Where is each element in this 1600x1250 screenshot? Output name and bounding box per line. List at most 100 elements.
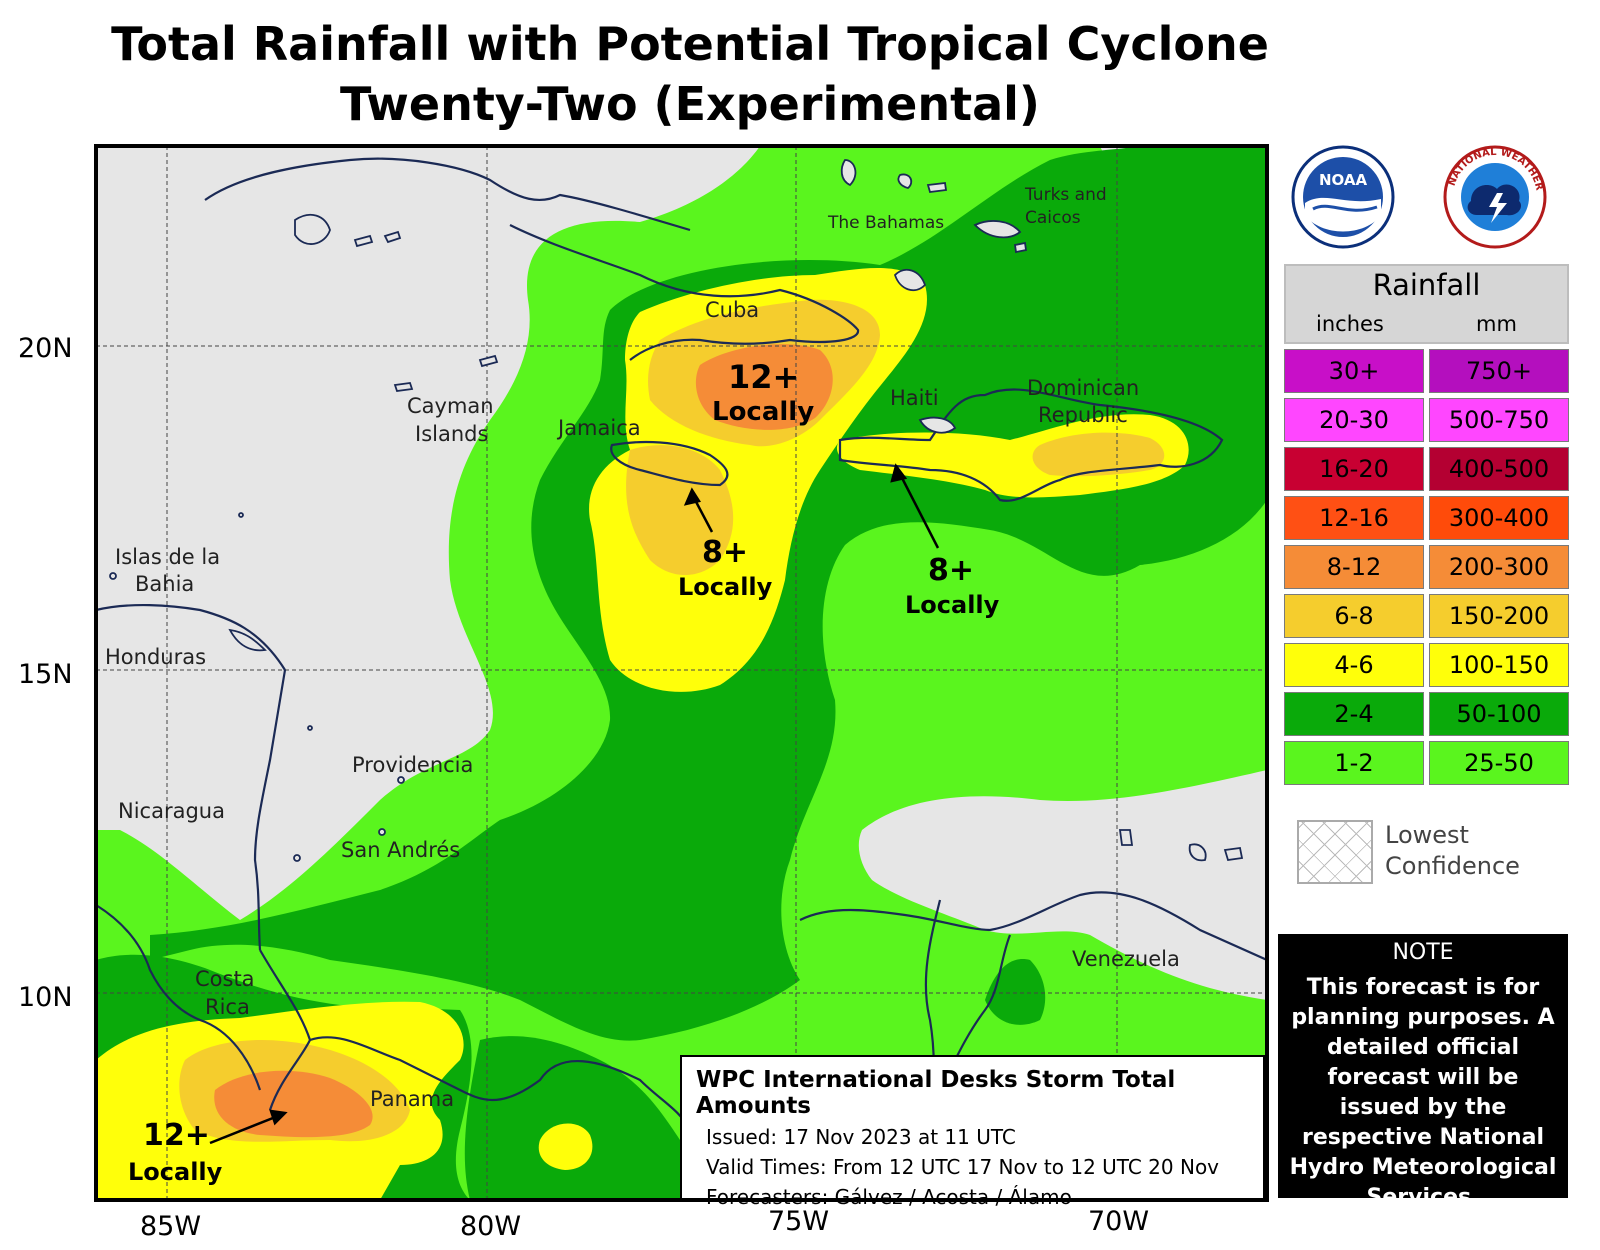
info-valid: Valid Times: From 12 UTC 17 Nov to 12 UT… bbox=[706, 1155, 1220, 1179]
label-san-andres: San Andrés bbox=[341, 838, 460, 862]
legend-inches-header: inches bbox=[1316, 312, 1384, 336]
map-title-line2: Twenty-Two (Experimental) bbox=[340, 77, 1040, 131]
label-jamaica: Jamaica bbox=[556, 416, 641, 440]
coast-pacific-south bbox=[96, 904, 262, 1091]
legend-inches-cell: 12-16 bbox=[1284, 496, 1424, 540]
lon-label-75w: 75W bbox=[768, 1206, 829, 1237]
legend-mm-cell: 750+ bbox=[1429, 349, 1569, 393]
rain-2-4-panama-east bbox=[464, 1036, 680, 1200]
legend-row: 2-4 50-100 bbox=[1284, 692, 1569, 736]
rainfall-legend: Rainfall inches mm 30+ 750+ 20-30 500-750 16… bbox=[1284, 264, 1569, 785]
rain-4-6-panama-spot bbox=[538, 1123, 593, 1170]
lat-label-20n: 20N bbox=[18, 333, 73, 364]
label-dominican-line2: Republic bbox=[1038, 403, 1128, 427]
coast-jamaica bbox=[610, 440, 729, 487]
legend-row: 6-8 150-200 bbox=[1284, 594, 1569, 638]
lon-label-85w: 85W bbox=[140, 1211, 201, 1242]
label-dominican-line1: Dominican bbox=[1027, 376, 1139, 400]
lon-label-80w: 80W bbox=[460, 1211, 521, 1242]
legend-row: 4-6 100-150 bbox=[1284, 643, 1569, 687]
legend-mm-cell: 50-100 bbox=[1429, 692, 1569, 736]
label-cayman-line2: Islands bbox=[415, 422, 488, 446]
legend-row: 8-12 200-300 bbox=[1284, 545, 1569, 589]
coast-gulf-north bbox=[204, 157, 691, 232]
coast-hispaniola bbox=[838, 388, 1224, 502]
coast-nicaragua bbox=[253, 669, 287, 951]
callout-cuba-amount: 12+ bbox=[728, 358, 799, 396]
legend-row: 20-30 500-750 bbox=[1284, 398, 1569, 442]
legend-inches-cell: 4-6 bbox=[1284, 643, 1424, 687]
lat-label-15n: 15N bbox=[18, 659, 73, 690]
callout-cuba-word: Locally bbox=[712, 397, 814, 427]
info-issued: Issued: 17 Nov 2023 at 11 UTC bbox=[706, 1125, 1016, 1149]
rain-8-12-costarica bbox=[214, 1070, 373, 1138]
legend-inches-cell: 30+ bbox=[1284, 349, 1424, 393]
map-frame bbox=[94, 144, 1269, 1202]
legend-row: 16-20 400-500 bbox=[1284, 447, 1569, 491]
callout-costarica-word: Locally bbox=[128, 1158, 223, 1186]
arrow-haiti-head bbox=[890, 463, 908, 483]
note-title: NOTE bbox=[1392, 940, 1454, 965]
map-title-line1: Total Rainfall with Potential Tropical C… bbox=[111, 17, 1269, 71]
label-islas-line1: Islas de la bbox=[115, 545, 220, 569]
noaa-logo-text: NOAA bbox=[1319, 171, 1368, 189]
legend-row: 1-2 25-50 bbox=[1284, 741, 1569, 785]
legend-mm-cell: 150-200 bbox=[1429, 594, 1569, 638]
label-nicaragua: Nicaragua bbox=[118, 799, 225, 823]
forecast-info-box: WPC International Desks Storm Total Amou… bbox=[680, 1055, 1265, 1209]
map-title: Total Rainfall with Potential Tropical C… bbox=[40, 14, 1340, 134]
note-box: NOTE This forecast is for planning purpo… bbox=[1278, 934, 1568, 1210]
no-rain-area-southeast bbox=[858, 770, 1267, 1000]
callout-jamaica-word: Locally bbox=[678, 573, 773, 601]
label-islas-line2: Bahia bbox=[135, 572, 194, 596]
legend-mm-cell: 500-750 bbox=[1429, 398, 1569, 442]
callout-jamaica-amount: 8+ bbox=[702, 535, 748, 570]
label-haiti: Haiti bbox=[890, 386, 939, 410]
lowest-confidence-key: Lowest Confidence bbox=[1297, 820, 1567, 890]
border-colombia-venezuela bbox=[949, 934, 1012, 1071]
label-costa-line2: Rica bbox=[205, 995, 250, 1019]
legend-inches-cell: 1-2 bbox=[1284, 741, 1424, 785]
legend-inches-cell: 2-4 bbox=[1284, 692, 1424, 736]
label-panama: Panama bbox=[370, 1087, 454, 1111]
info-forecasters: Forecasters: Gálvez / Acosta / Álamo bbox=[706, 1185, 1072, 1209]
legend-inches-cell: 20-30 bbox=[1284, 398, 1424, 442]
label-providencia: Providencia bbox=[352, 753, 473, 777]
legend-title: Rainfall bbox=[1372, 268, 1481, 302]
legend-mm-header: mm bbox=[1476, 312, 1517, 336]
coast-panama bbox=[309, 1036, 691, 1131]
arrow-jamaica-head bbox=[683, 487, 702, 506]
lowest-confidence-swatch bbox=[1297, 820, 1373, 884]
legend-rows: 30+ 750+ 20-30 500-750 16-20 400-500 12-16 300-… bbox=[1284, 349, 1569, 785]
label-cayman-line1: Cayman bbox=[407, 394, 494, 418]
local-callouts: 12+ Locally 8+ Locally 8+ Locally 12+ Lo… bbox=[128, 358, 1000, 1186]
label-turks-line2: Caicos bbox=[1025, 208, 1081, 228]
legend-mm-cell: 200-300 bbox=[1429, 545, 1569, 589]
lowest-confidence-line1: Lowest bbox=[1385, 821, 1469, 849]
legend-inches-cell: 8-12 bbox=[1284, 545, 1424, 589]
legend-mm-cell: 100-150 bbox=[1429, 643, 1569, 687]
lowest-confidence-label: Lowest Confidence bbox=[1385, 820, 1520, 882]
grid-lines bbox=[96, 146, 1267, 1200]
rain-6-8-jamaica bbox=[626, 445, 734, 575]
coast-honduras bbox=[96, 603, 286, 671]
legend-mm-cell: 25-50 bbox=[1429, 741, 1569, 785]
legend-mm-cell: 400-500 bbox=[1429, 447, 1569, 491]
lowest-confidence-line2: Confidence bbox=[1385, 852, 1520, 880]
callout-costarica-amount: 12+ bbox=[143, 1118, 210, 1153]
lon-label-70w: 70W bbox=[1088, 1206, 1149, 1237]
coast-venezuela bbox=[799, 891, 1267, 962]
legend-row: 12-16 300-400 bbox=[1284, 496, 1569, 540]
label-cuba: Cuba bbox=[705, 298, 759, 322]
legend-header: Rainfall inches mm bbox=[1284, 264, 1569, 344]
label-venezuela: Venezuela bbox=[1072, 947, 1180, 971]
label-costa-line1: Costa bbox=[195, 967, 255, 991]
legend-inches-cell: 16-20 bbox=[1284, 447, 1424, 491]
small-islands bbox=[109, 159, 1244, 862]
legend-mm-cell: 300-400 bbox=[1429, 496, 1569, 540]
label-the-bahamas: The Bahamas bbox=[827, 213, 944, 233]
label-honduras: Honduras bbox=[105, 645, 206, 669]
agency-logos: NOAA NATIONAL WEATHER SERVICE bbox=[1285, 145, 1547, 249]
place-labels: The Bahamas Turks and Caicos Cuba Haiti … bbox=[105, 185, 1180, 1111]
